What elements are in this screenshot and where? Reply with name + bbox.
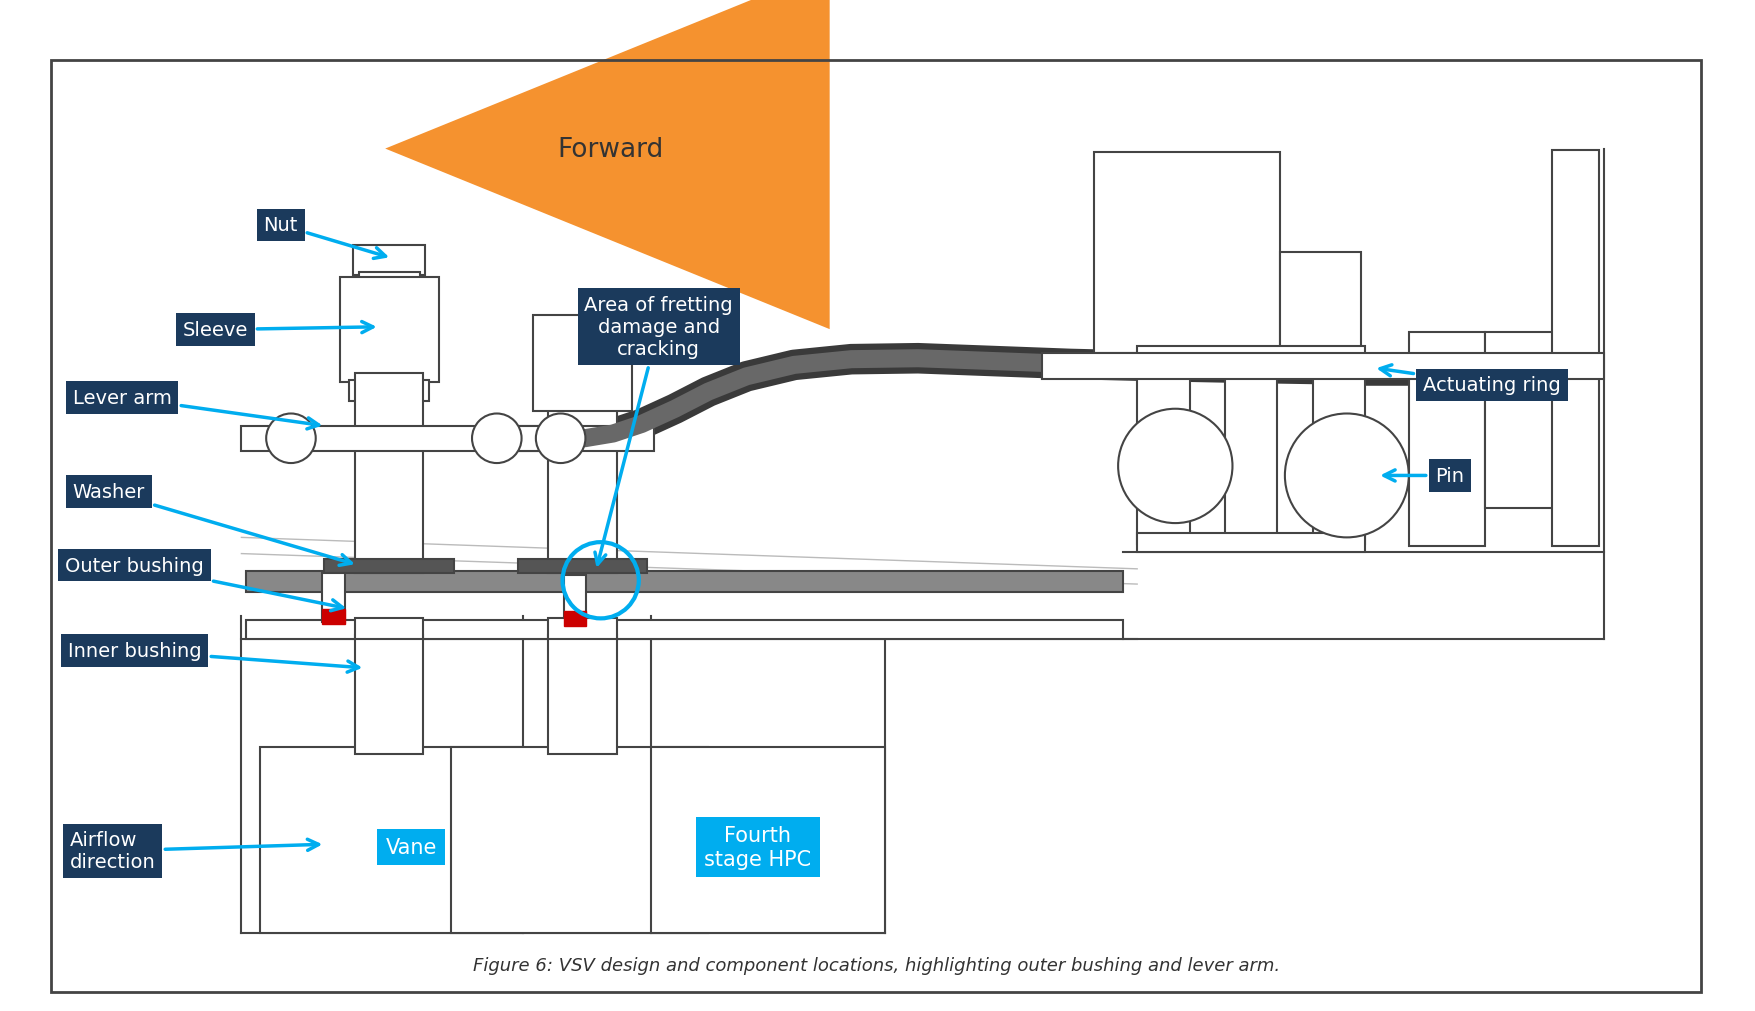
Text: Fourth
stage HPC: Fourth stage HPC	[704, 826, 811, 868]
Bar	[563, 575, 586, 625]
Bar	[518, 560, 648, 573]
Bar	[1279, 253, 1362, 353]
Bar	[353, 246, 425, 276]
Circle shape	[267, 415, 316, 464]
Text: Area of fretting
damage and
cracking: Area of fretting damage and cracking	[584, 296, 734, 565]
Bar	[1137, 356, 1190, 545]
Bar	[323, 573, 346, 623]
Bar	[339, 278, 439, 383]
Bar	[548, 373, 616, 573]
Bar	[323, 610, 346, 625]
Text: Nut: Nut	[263, 216, 386, 259]
Text: Lever arm: Lever arm	[72, 388, 319, 430]
Text: Figure 6: VSV design and component locations, highlighting outer bushing and lev: Figure 6: VSV design and component locat…	[474, 956, 1281, 975]
Bar	[1095, 154, 1279, 353]
Bar	[1137, 347, 1365, 364]
Text: Inner bushing: Inner bushing	[68, 642, 358, 672]
Bar	[563, 612, 586, 627]
Bar	[651, 747, 885, 933]
Circle shape	[1118, 409, 1232, 524]
Bar	[358, 272, 419, 285]
Bar	[548, 619, 616, 640]
Bar	[512, 427, 655, 451]
Text: Forward: Forward	[558, 136, 663, 163]
Bar	[1042, 353, 1604, 380]
Text: Washer: Washer	[72, 482, 351, 566]
Bar	[1225, 356, 1278, 545]
Bar	[534, 316, 632, 411]
Bar	[1485, 333, 1557, 509]
Circle shape	[1285, 415, 1409, 538]
Bar	[246, 621, 1123, 640]
Bar	[349, 381, 430, 401]
Bar	[246, 571, 1123, 592]
Bar	[548, 635, 616, 754]
Bar	[355, 635, 423, 754]
Bar	[1313, 356, 1365, 545]
Text: Outer bushing: Outer bushing	[65, 556, 342, 611]
Text: Vane: Vane	[386, 837, 437, 857]
Bar	[451, 747, 709, 933]
Text: Pin: Pin	[1385, 466, 1464, 485]
Bar	[355, 619, 423, 640]
Bar	[1551, 152, 1599, 546]
Bar	[242, 427, 546, 451]
Circle shape	[472, 415, 521, 464]
Text: Airflow
direction: Airflow direction	[70, 831, 319, 871]
Text: Actuating ring: Actuating ring	[1379, 365, 1560, 395]
Bar	[355, 373, 423, 573]
Bar	[325, 560, 455, 573]
Bar	[260, 747, 523, 933]
Circle shape	[535, 415, 586, 464]
Bar	[1409, 333, 1485, 546]
Text: Sleeve: Sleeve	[183, 320, 372, 340]
Bar	[1137, 533, 1365, 552]
